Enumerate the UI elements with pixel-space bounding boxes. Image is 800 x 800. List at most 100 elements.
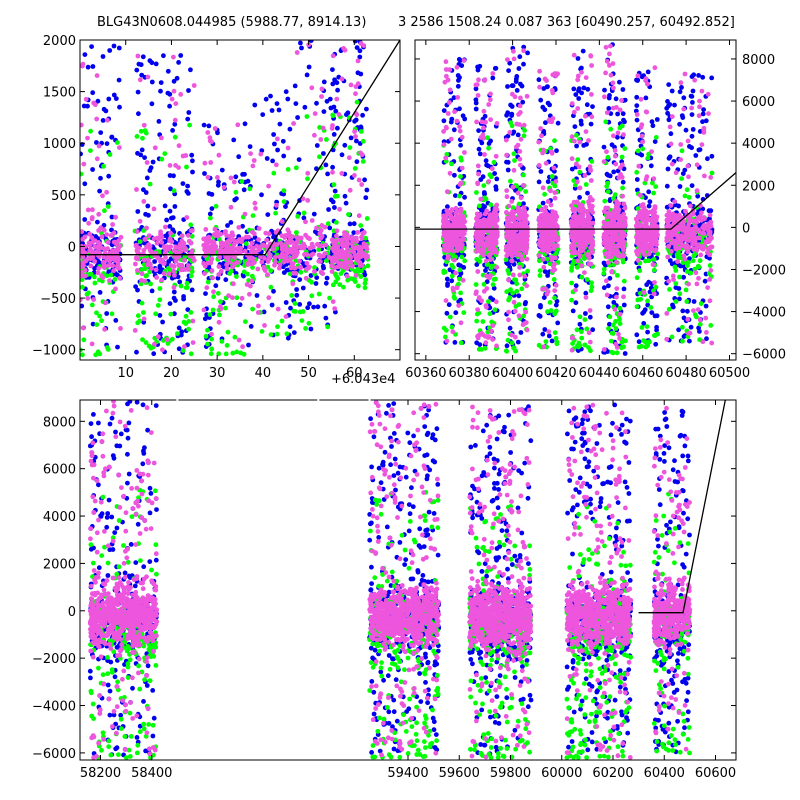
data-point: [223, 351, 229, 357]
data-point: [518, 110, 523, 115]
data-point: [156, 119, 162, 124]
data-point: [665, 166, 671, 172]
data-point: [685, 308, 690, 314]
data-point: [693, 153, 699, 158]
data-point: [144, 160, 150, 165]
data-point: [240, 223, 246, 229]
data-point: [190, 340, 196, 345]
data-point: [570, 308, 576, 314]
data-point: [301, 210, 307, 216]
data-point: [575, 56, 581, 61]
data-point: [508, 287, 513, 292]
data-point: [179, 238, 185, 244]
data-point: [504, 289, 510, 295]
data-point: [442, 79, 448, 85]
y-tick-label: −500: [40, 292, 76, 307]
data-point: [524, 93, 530, 99]
data-point: [521, 133, 527, 139]
data-point: [493, 299, 499, 305]
data-point: [537, 313, 543, 319]
data-point: [293, 165, 299, 171]
data-point: [473, 291, 479, 297]
data-point: [314, 143, 320, 148]
data-point: [188, 222, 194, 228]
data-point: [676, 203, 681, 209]
data-point: [111, 92, 117, 98]
data-point: [352, 166, 358, 171]
data-point: [85, 256, 90, 262]
data-point: [503, 348, 509, 354]
data-point: [709, 170, 715, 176]
data-point: [569, 166, 575, 172]
data-point: [601, 270, 607, 276]
data-point: [447, 170, 453, 176]
data-point: [522, 127, 527, 133]
data-point: [521, 44, 527, 50]
data-point: [104, 232, 110, 238]
data-point: [452, 340, 458, 345]
data-point: [304, 114, 310, 119]
data-point: [667, 287, 672, 292]
data-point: [205, 327, 210, 333]
data-point: [99, 234, 105, 240]
data-point: [510, 184, 516, 190]
data-point: [324, 137, 329, 142]
data-point: [247, 186, 253, 192]
data-point: [509, 332, 515, 338]
data-point: [291, 330, 297, 335]
data-point: [460, 277, 466, 283]
data-point: [514, 183, 519, 189]
data-point: [445, 204, 450, 210]
data-point: [587, 314, 593, 320]
data-point: [117, 275, 123, 281]
data-point: [174, 75, 180, 81]
data-point: [189, 287, 195, 293]
data-point: [455, 73, 461, 78]
data-point: [168, 186, 173, 192]
data-point: [293, 101, 299, 106]
data-point: [620, 259, 626, 265]
data-point: [80, 229, 85, 235]
data-point: [178, 92, 184, 97]
data-point: [690, 88, 696, 94]
data-point: [135, 287, 140, 293]
data-point: [154, 275, 160, 280]
data-point: [441, 129, 446, 134]
data-point: [237, 248, 243, 254]
data-point: [271, 288, 276, 294]
data-point: [239, 295, 245, 301]
data-point: [477, 203, 482, 209]
data-point: [621, 166, 627, 172]
data-point: [454, 248, 460, 254]
data-point: [140, 135, 145, 141]
data-point: [646, 189, 652, 195]
data-point: [348, 135, 354, 141]
data-point: [456, 303, 462, 308]
data-point: [607, 314, 613, 320]
data-point: [87, 231, 93, 237]
data-point: [255, 266, 261, 272]
data-point: [459, 134, 465, 140]
data-point: [208, 351, 214, 357]
data-point: [159, 156, 165, 162]
data-point: [344, 266, 350, 271]
data-point: [484, 286, 490, 291]
data-point: [333, 108, 339, 114]
data-point: [134, 229, 140, 234]
data-point: [514, 121, 520, 127]
data-point: [577, 321, 583, 327]
data-point: [473, 86, 479, 92]
data-point: [223, 277, 229, 283]
data-point: [623, 338, 628, 344]
data-point: [488, 257, 494, 262]
data-point: [139, 300, 145, 306]
data-point: [364, 216, 370, 221]
data-point: [328, 105, 334, 111]
data-point: [242, 171, 247, 177]
data-point: [540, 257, 546, 262]
data-point: [335, 193, 340, 199]
data-point: [144, 175, 150, 181]
data-point: [478, 177, 484, 183]
data-point: [137, 239, 143, 245]
data-point: [148, 281, 154, 287]
